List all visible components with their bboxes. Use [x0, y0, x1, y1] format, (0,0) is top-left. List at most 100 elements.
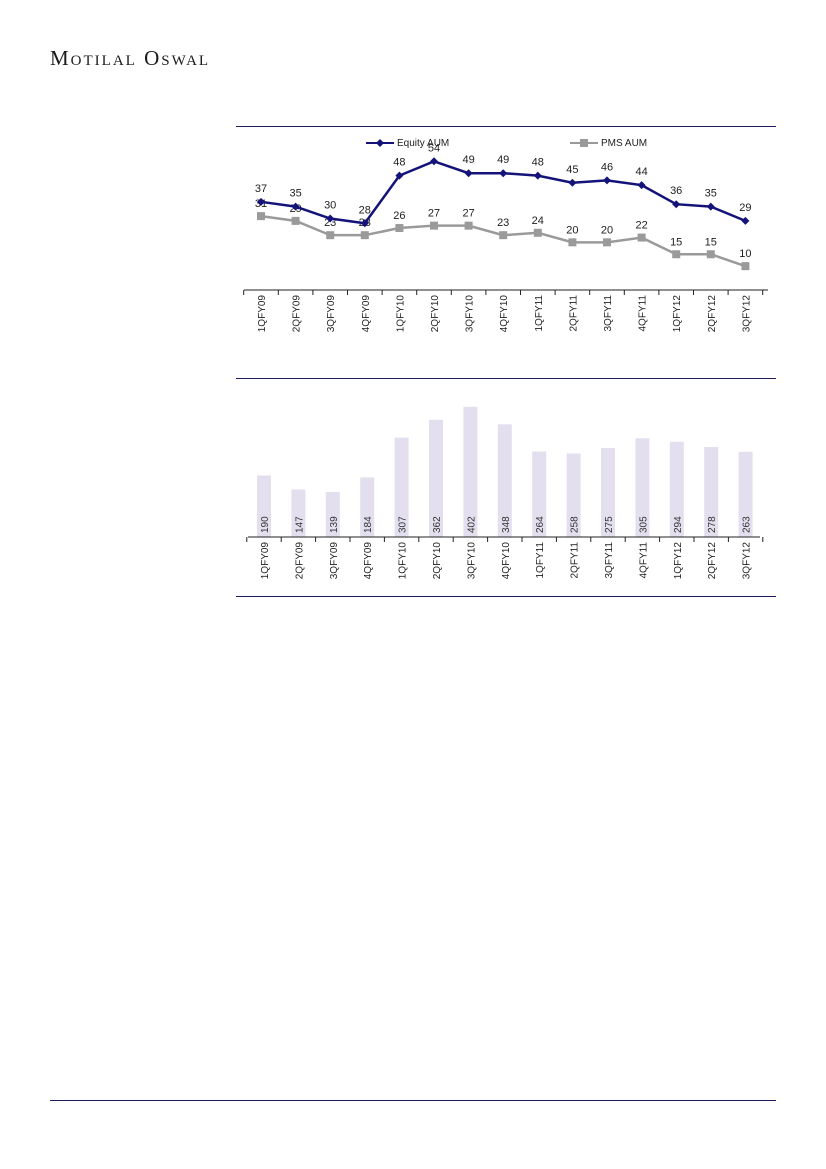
pms-aum-point — [430, 221, 438, 230]
legend-pms-marker — [580, 139, 588, 147]
equity-aum-data-label: 36 — [670, 185, 682, 197]
bar-data-label: 275 — [604, 516, 615, 533]
x-tick-label: 4QFY09 — [363, 542, 374, 580]
legend-equity-label: Equity AUM — [397, 138, 449, 149]
bar-data-label: 307 — [398, 516, 409, 533]
bar-data-label: 258 — [570, 516, 581, 533]
equity-aum-data-label: 49 — [462, 154, 474, 166]
pms-aum-point — [360, 231, 369, 240]
bar — [257, 475, 271, 537]
equity-aum-data-label: 49 — [497, 154, 509, 166]
pms-aum-point — [464, 221, 473, 230]
x-tick-label: 2QFY11 — [568, 295, 579, 332]
pms-aum-data-label: 10 — [739, 248, 751, 260]
pms-aum-point — [533, 228, 542, 237]
pms-aum-data-label: 15 — [670, 236, 682, 248]
x-tick-label: 1QFY09 — [260, 542, 271, 580]
bar — [601, 447, 615, 537]
equity-aum-point — [430, 157, 438, 166]
equity-aum-point — [706, 202, 715, 211]
pms-aum-data-label: 26 — [393, 210, 405, 222]
x-tick-label: 1QFY10 — [395, 295, 406, 333]
equity-aum-point — [533, 171, 542, 180]
equity-aum-point — [291, 202, 300, 211]
equity-aum-data-label: 48 — [532, 157, 544, 169]
equity-aum-point — [672, 200, 681, 209]
pms-aum-data-label: 15 — [705, 236, 717, 248]
equity-aum-point — [499, 169, 508, 178]
x-tick-label: 3QFY10 — [465, 295, 476, 333]
bar — [497, 424, 512, 537]
bar — [669, 441, 684, 537]
equity-aum-data-label: 28 — [359, 204, 371, 216]
equity-aum-point — [395, 171, 404, 180]
pms-aum-point — [741, 262, 750, 271]
equity-aum-point — [603, 176, 611, 185]
bar-data-label: 147 — [294, 516, 305, 533]
equity-aum-point — [360, 219, 369, 228]
bar — [532, 451, 547, 537]
x-tick-label: 1QFY11 — [535, 542, 546, 579]
x-tick-label: 4QFY10 — [499, 295, 510, 333]
pms-aum-data-label: 20 — [566, 224, 578, 236]
bar — [291, 489, 306, 537]
pms-aum-point — [672, 250, 681, 259]
legend-pms-label: PMS AUM — [601, 138, 647, 149]
pms-aum-data-label: 22 — [635, 220, 647, 232]
x-tick-label: 4QFY11 — [638, 542, 649, 579]
bar-data-label: 402 — [466, 516, 477, 533]
chart1-top-rule — [236, 126, 776, 127]
x-tick-label: 4QFY10 — [501, 542, 512, 580]
bar — [566, 453, 581, 537]
pms-aum-data-label: 27 — [462, 208, 474, 220]
pms-aum-data-label: 27 — [428, 208, 440, 220]
chart2-top-rule — [236, 378, 776, 379]
x-tick-label: 4QFY09 — [361, 295, 372, 333]
pms-aum-point — [568, 238, 577, 247]
pms-aum-data-label: 24 — [532, 215, 544, 227]
x-tick-label: 3QFY09 — [326, 295, 337, 333]
bar-data-label: 294 — [673, 516, 684, 533]
equity-aum-data-label: 35 — [705, 188, 717, 200]
chart2-bottom-rule — [236, 596, 776, 597]
equity-aum-point — [637, 181, 646, 190]
bar-data-label: 362 — [432, 516, 443, 533]
bar-data-label: 348 — [501, 516, 512, 533]
bar-data-label: 278 — [707, 516, 718, 533]
x-tick-label: 1QFY12 — [672, 295, 683, 333]
x-tick-label: 2QFY10 — [430, 295, 441, 333]
pms-aum-point — [257, 212, 265, 221]
bar — [394, 437, 409, 537]
x-tick-label: 1QFY10 — [398, 542, 409, 580]
x-tick-label: 2QFY11 — [570, 542, 581, 579]
bar-data-label: 263 — [742, 516, 753, 533]
x-tick-label: 1QFY09 — [257, 295, 268, 333]
bar — [463, 406, 478, 537]
equity-aum-point — [257, 197, 265, 206]
x-tick-label: 3QFY10 — [466, 542, 477, 580]
legend-equity-marker — [376, 139, 384, 147]
aum-bar-chart: 190 147 139 184 307 362 402 348 264 258 275 305 294 2… — [246, 406, 764, 580]
bar-data-label: 139 — [329, 516, 340, 533]
pms-aum-point — [291, 216, 300, 225]
x-tick-label: 2QFY09 — [292, 295, 303, 333]
x-tick-label: 3QFY11 — [604, 542, 615, 579]
equity-aum-data-label: 45 — [566, 164, 578, 176]
pms-aum-point — [395, 224, 404, 233]
brand-logo: Motilal Oswal — [50, 46, 211, 70]
bar — [738, 451, 753, 537]
bar — [704, 446, 719, 537]
bar — [429, 419, 443, 537]
equity-aum-point — [741, 216, 750, 225]
footer-rule — [50, 1100, 776, 1101]
x-tick-label: 3QFY12 — [742, 542, 753, 580]
pms-aum-point — [326, 231, 335, 240]
equity-aum-data-label: 30 — [324, 200, 336, 212]
x-tick-label: 2QFY10 — [432, 542, 443, 580]
equity-aum-data-label: 54 — [428, 142, 440, 154]
equity-aum-data-label: 48 — [393, 157, 405, 169]
equity-aum-data-label: 44 — [635, 166, 647, 178]
pms-aum-point — [706, 250, 715, 259]
x-tick-label: 1QFY12 — [673, 542, 684, 580]
